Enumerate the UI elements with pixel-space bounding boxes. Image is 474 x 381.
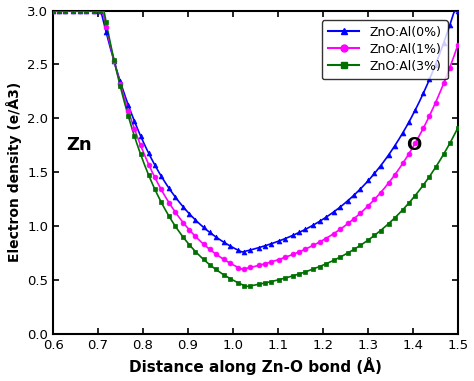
X-axis label: Distance along Zn-O bond (Å): Distance along Zn-O bond (Å): [129, 357, 382, 375]
Legend: ZnO:Al(0%), ZnO:Al(1%), ZnO:Al(3%): ZnO:Al(0%), ZnO:Al(1%), ZnO:Al(3%): [322, 20, 447, 79]
Text: O: O: [406, 136, 421, 154]
Y-axis label: Electron density (e/Å3): Electron density (e/Å3): [6, 82, 21, 263]
Text: Zn: Zn: [66, 136, 92, 154]
